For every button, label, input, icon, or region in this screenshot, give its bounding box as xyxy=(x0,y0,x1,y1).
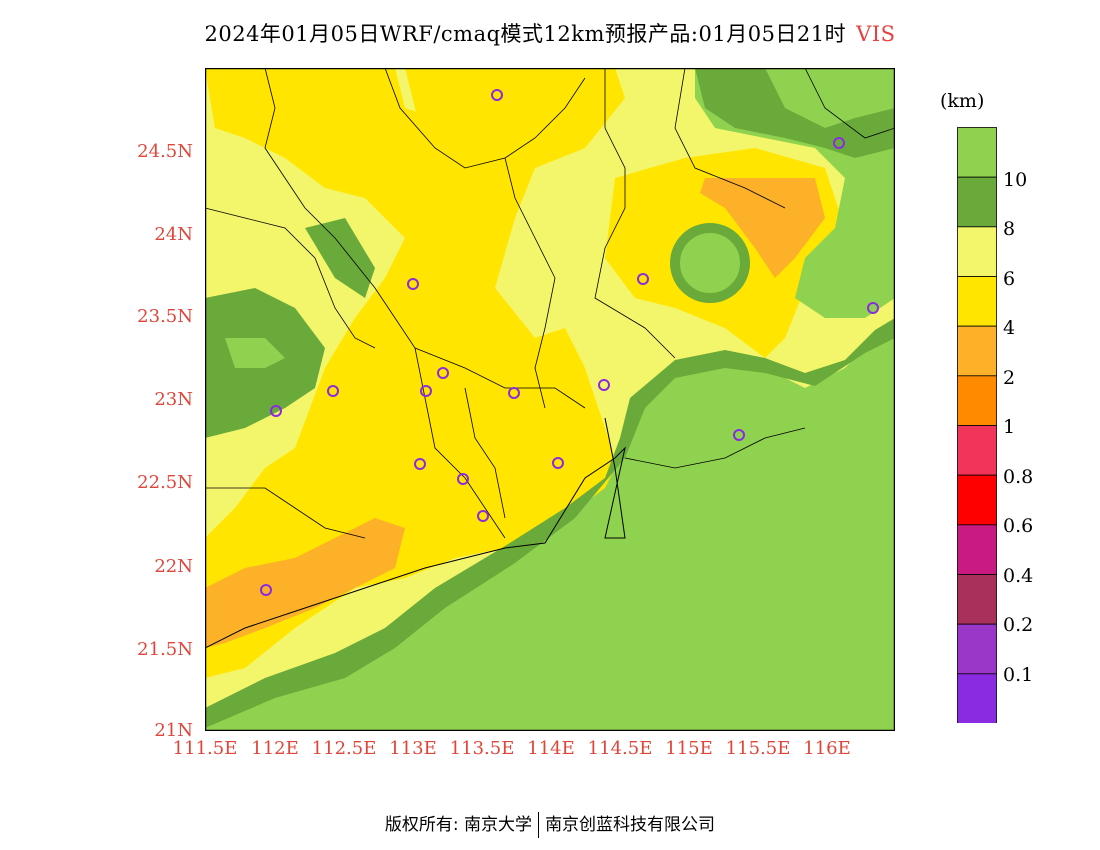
colorbar-block xyxy=(957,176,997,228)
visibility-map xyxy=(205,68,895,731)
colorbar-label: 8 xyxy=(1003,218,1016,240)
title-variable: VIS xyxy=(856,22,896,46)
lon-tick-label: 111.5E xyxy=(172,738,238,759)
station-marker xyxy=(833,137,845,149)
province-boundaries xyxy=(205,68,895,539)
lat-tick-label: 23.5N xyxy=(137,306,193,327)
colorbar-unit: (km) xyxy=(940,90,985,112)
station-marker xyxy=(414,458,426,470)
colorbar-label: 2 xyxy=(1003,367,1016,389)
station-marker xyxy=(437,367,449,379)
colorbar-label: 1 xyxy=(1003,416,1016,438)
lon-tick-label: 113E xyxy=(389,738,437,759)
colorbar xyxy=(957,127,997,723)
fill-darkgreen-coast xyxy=(205,318,895,728)
colorbar-block xyxy=(957,375,997,426)
colorbar-block xyxy=(957,425,997,476)
station-marker xyxy=(270,405,282,417)
fill-green-northwest xyxy=(305,218,375,298)
colorbar-block xyxy=(957,623,997,675)
colorbar-block xyxy=(957,574,997,625)
fill-orange-northeast xyxy=(700,178,825,278)
station-marker xyxy=(508,387,520,399)
station-markers xyxy=(260,89,879,596)
station-marker xyxy=(477,510,489,522)
lon-tick-label: 115E xyxy=(665,738,713,759)
footer-right: 南京创蓝科技有限公司 xyxy=(545,815,716,835)
lon-tick-label: 115.5E xyxy=(725,738,791,759)
colorbar-label: 0.1 xyxy=(1003,664,1034,686)
fill-yellow-region xyxy=(205,68,625,678)
lon-tick-label: 112E xyxy=(251,738,299,759)
station-marker xyxy=(260,584,272,596)
colorbar-block xyxy=(957,127,997,178)
colorbar-block xyxy=(957,325,997,377)
colorbar-label: 0.2 xyxy=(1003,614,1034,636)
colorbar-block xyxy=(957,276,997,327)
station-marker xyxy=(327,385,339,397)
fill-yellow-north xyxy=(405,68,535,158)
colorbar-label: 0.4 xyxy=(1003,565,1034,587)
station-marker xyxy=(491,89,503,101)
lon-tick-label: 114.5E xyxy=(587,738,653,759)
station-marker xyxy=(552,457,564,469)
fill-darkgreen-northeast xyxy=(695,68,895,158)
colorbar-block xyxy=(957,524,997,575)
lat-tick-label: 23N xyxy=(154,389,193,410)
lat-tick-label: 22.5N xyxy=(137,472,193,493)
lat-tick-label: 22N xyxy=(154,556,193,577)
title-main: 2024年01月05日WRF/cmaq模式12km预报产品:01月05日21时 xyxy=(204,22,847,46)
colorbar-block xyxy=(957,474,997,526)
colorbar-blocks xyxy=(957,127,997,723)
station-marker xyxy=(867,302,879,314)
copyright-footer: 版权所有: 南京大学 南京创蓝科技有限公司 xyxy=(0,810,1100,838)
colorbar-label: 0.8 xyxy=(1003,466,1034,488)
fill-green-west-inner xyxy=(225,338,285,368)
lon-tick-label: 114E xyxy=(527,738,575,759)
map-canvas xyxy=(205,68,895,731)
colorbar-block xyxy=(957,226,997,277)
lat-tick-label: 24.5N xyxy=(137,141,193,162)
colorbar-block xyxy=(957,673,997,723)
station-marker xyxy=(733,429,745,441)
map-title: 2024年01月05日WRF/cmaq模式12km预报产品:01月05日21时 V… xyxy=(0,18,1100,48)
fill-orange-southwest xyxy=(205,518,405,648)
lon-tick-label: 116E xyxy=(803,738,851,759)
fill-green-inland xyxy=(670,223,750,303)
station-marker xyxy=(637,273,649,285)
lat-tick-label: 21.5N xyxy=(137,639,193,660)
station-marker xyxy=(420,385,432,397)
station-marker xyxy=(598,379,610,391)
lat-tick-label: 21N xyxy=(154,720,193,741)
colorbar-label: 10 xyxy=(1003,169,1028,191)
lat-tick-label: 24N xyxy=(154,224,193,245)
lon-tick-label: 113.5E xyxy=(449,738,515,759)
colorbar-label: 4 xyxy=(1003,317,1016,339)
station-marker xyxy=(407,278,419,290)
colorbar-label: 0.6 xyxy=(1003,515,1034,537)
coastline xyxy=(205,417,626,649)
station-marker xyxy=(457,473,469,485)
footer-left: 版权所有: 南京大学 xyxy=(384,815,533,835)
colorbar-label: 6 xyxy=(1003,268,1016,290)
map-border xyxy=(205,68,895,731)
footer-separator xyxy=(538,812,540,838)
lon-tick-label: 112.5E xyxy=(311,738,377,759)
